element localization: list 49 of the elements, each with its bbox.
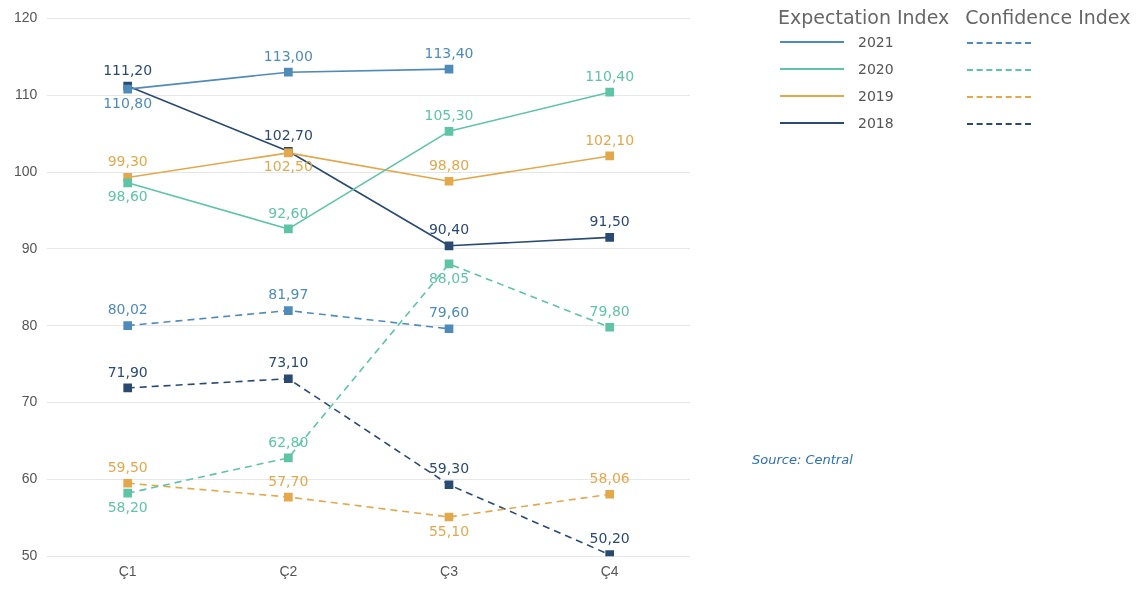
data-label: 50,20 — [589, 530, 630, 547]
legend-label: 2021 — [858, 34, 894, 50]
x-tick-label: Ç4 — [600, 563, 619, 580]
data-label: 80,02 — [107, 301, 148, 318]
data-label: 79,60 — [428, 304, 470, 321]
data-label: 113,00 — [263, 47, 313, 64]
y-tick-label: 60 — [21, 470, 38, 487]
data-label: 55,10 — [428, 522, 470, 539]
data-label: 111,20 — [103, 61, 153, 78]
y-tick-label: 110 — [15, 86, 38, 103]
data-label: 59,50 — [107, 458, 148, 475]
legend-label: 2018 — [858, 115, 894, 131]
y-tick-label: 80 — [21, 316, 38, 333]
data-label: 91,50 — [589, 213, 630, 229]
data-label: 58,06 — [589, 469, 630, 486]
data-label: 102,10 — [585, 131, 635, 148]
data-label: 99,30 — [107, 153, 148, 170]
data-label: 58,20 — [107, 498, 148, 515]
data-label: 92,60 — [268, 204, 309, 221]
x-tick-label: Ç1 — [118, 563, 137, 580]
data-label: 102,50 — [263, 158, 313, 175]
data-label: 113,40 — [424, 44, 474, 61]
data-label: 81,97 — [268, 286, 309, 303]
data-label: 102,70 — [263, 126, 313, 143]
legend-label: 2020 — [858, 61, 894, 77]
y-tick-label: 70 — [21, 393, 38, 410]
data-label: 59,30 — [428, 460, 470, 477]
y-tick-label: 50 — [21, 547, 38, 564]
data-label: 62,80 — [268, 433, 309, 450]
data-label: 98,60 — [107, 188, 148, 205]
x-tick-label: Ç2 — [279, 563, 298, 580]
data-label: 71,90 — [107, 363, 148, 380]
text: Expectation Index — [777, 6, 951, 28]
data-label: 88,05 — [428, 269, 470, 286]
data-label: 105,30 — [424, 106, 474, 123]
data-label: 79,80 — [589, 302, 630, 319]
text: Confidence Index — [964, 6, 1132, 28]
data-label: 110,80 — [103, 94, 153, 111]
y-tick-label: 120 — [14, 9, 38, 26]
data-label: 110,40 — [585, 67, 635, 84]
x-tick-label: Ç3 — [440, 563, 459, 580]
source-note: Source: Central — [752, 452, 853, 467]
data-label: 90,40 — [428, 221, 470, 238]
y-tick-label: 90 — [21, 239, 38, 256]
data-label: 57,70 — [268, 472, 309, 489]
legend-label: 2019 — [858, 88, 894, 104]
data-label: 73,10 — [268, 354, 309, 371]
data-label: 98,80 — [428, 156, 470, 173]
y-tick-label: 100 — [14, 162, 38, 179]
